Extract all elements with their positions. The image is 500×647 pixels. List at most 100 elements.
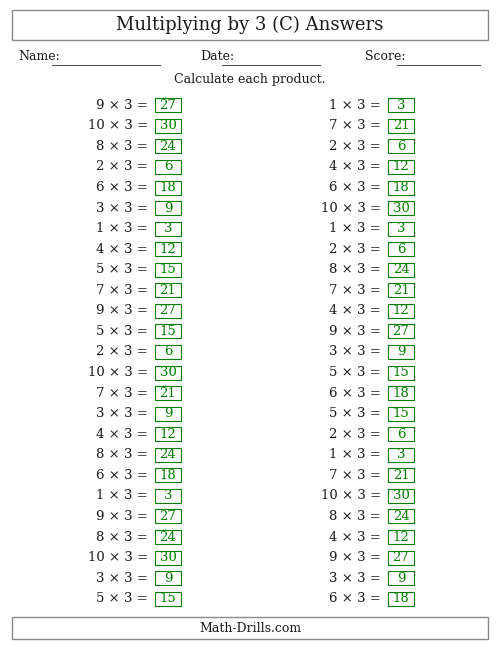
Text: 12: 12: [160, 428, 176, 441]
FancyBboxPatch shape: [388, 201, 414, 215]
Text: 7 × 3 =: 7 × 3 =: [96, 284, 152, 297]
Text: 6: 6: [397, 428, 405, 441]
FancyBboxPatch shape: [155, 201, 181, 215]
Text: 8 × 3 =: 8 × 3 =: [96, 140, 152, 153]
Text: 10 × 3 =: 10 × 3 =: [320, 489, 385, 503]
Text: 30: 30: [392, 202, 409, 215]
FancyBboxPatch shape: [155, 509, 181, 523]
Text: 9: 9: [164, 202, 172, 215]
Text: 1 × 3 =: 1 × 3 =: [329, 222, 385, 235]
Text: 6: 6: [164, 345, 172, 358]
Text: 3 × 3 =: 3 × 3 =: [96, 407, 152, 420]
Text: 27: 27: [160, 99, 176, 112]
Text: 4 × 3 =: 4 × 3 =: [329, 531, 385, 543]
Text: 1 × 3 =: 1 × 3 =: [96, 222, 152, 235]
Text: 5 × 3 =: 5 × 3 =: [329, 366, 385, 379]
FancyBboxPatch shape: [388, 592, 414, 606]
Text: 27: 27: [160, 510, 176, 523]
Text: 6 × 3 =: 6 × 3 =: [329, 387, 385, 400]
FancyBboxPatch shape: [155, 222, 181, 236]
Text: 6: 6: [397, 140, 405, 153]
Text: 24: 24: [160, 448, 176, 461]
Text: 9: 9: [164, 572, 172, 585]
FancyBboxPatch shape: [388, 263, 414, 277]
FancyBboxPatch shape: [388, 407, 414, 421]
FancyBboxPatch shape: [388, 509, 414, 523]
Text: 9: 9: [397, 572, 405, 585]
FancyBboxPatch shape: [388, 304, 414, 318]
Text: 18: 18: [392, 387, 409, 400]
Text: 5 × 3 =: 5 × 3 =: [96, 263, 152, 276]
FancyBboxPatch shape: [388, 283, 414, 298]
FancyBboxPatch shape: [155, 551, 181, 565]
Text: 5 × 3 =: 5 × 3 =: [329, 407, 385, 420]
Text: 3 × 3 =: 3 × 3 =: [329, 345, 385, 358]
Text: 9 × 3 =: 9 × 3 =: [329, 325, 385, 338]
Text: 7 × 3 =: 7 × 3 =: [329, 469, 385, 482]
FancyBboxPatch shape: [155, 283, 181, 298]
FancyBboxPatch shape: [388, 489, 414, 503]
Text: 27: 27: [392, 325, 409, 338]
Text: 8 × 3 =: 8 × 3 =: [329, 263, 385, 276]
Text: Math-Drills.com: Math-Drills.com: [199, 622, 301, 635]
Text: 8 × 3 =: 8 × 3 =: [329, 510, 385, 523]
FancyBboxPatch shape: [155, 468, 181, 483]
FancyBboxPatch shape: [388, 571, 414, 585]
FancyBboxPatch shape: [155, 160, 181, 174]
Text: 3: 3: [397, 99, 405, 112]
Text: 5 × 3 =: 5 × 3 =: [96, 592, 152, 605]
Text: 9 × 3 =: 9 × 3 =: [96, 510, 152, 523]
FancyBboxPatch shape: [12, 617, 488, 639]
Text: 6 × 3 =: 6 × 3 =: [96, 469, 152, 482]
FancyBboxPatch shape: [155, 263, 181, 277]
FancyBboxPatch shape: [388, 366, 414, 380]
Text: 3: 3: [397, 222, 405, 235]
Text: 3 × 3 =: 3 × 3 =: [96, 572, 152, 585]
Text: 30: 30: [392, 489, 409, 503]
FancyBboxPatch shape: [155, 407, 181, 421]
Text: 10 × 3 =: 10 × 3 =: [88, 551, 152, 564]
FancyBboxPatch shape: [155, 571, 181, 585]
Text: 21: 21: [160, 284, 176, 297]
Text: 21: 21: [392, 119, 409, 133]
Text: 4 × 3 =: 4 × 3 =: [96, 243, 152, 256]
Text: 1 × 3 =: 1 × 3 =: [96, 489, 152, 503]
FancyBboxPatch shape: [388, 386, 414, 400]
FancyBboxPatch shape: [388, 427, 414, 441]
Text: 4 × 3 =: 4 × 3 =: [329, 304, 385, 318]
FancyBboxPatch shape: [155, 489, 181, 503]
FancyBboxPatch shape: [388, 98, 414, 113]
Text: 2 × 3 =: 2 × 3 =: [96, 160, 152, 173]
Text: 3 × 3 =: 3 × 3 =: [96, 202, 152, 215]
Text: 2 × 3 =: 2 × 3 =: [329, 140, 385, 153]
FancyBboxPatch shape: [388, 160, 414, 174]
Text: 12: 12: [160, 243, 176, 256]
Text: 15: 15: [160, 592, 176, 605]
Text: 27: 27: [392, 551, 409, 564]
Text: 18: 18: [392, 181, 409, 194]
FancyBboxPatch shape: [388, 530, 414, 544]
FancyBboxPatch shape: [388, 181, 414, 195]
Text: Name:: Name:: [18, 50, 60, 63]
Text: 6: 6: [164, 160, 172, 173]
FancyBboxPatch shape: [155, 448, 181, 462]
Text: 1 × 3 =: 1 × 3 =: [329, 448, 385, 461]
Text: 18: 18: [160, 181, 176, 194]
FancyBboxPatch shape: [155, 386, 181, 400]
FancyBboxPatch shape: [388, 222, 414, 236]
Text: 30: 30: [160, 119, 176, 133]
FancyBboxPatch shape: [155, 98, 181, 113]
Text: 10 × 3 =: 10 × 3 =: [320, 202, 385, 215]
Text: 30: 30: [160, 366, 176, 379]
Text: 9 × 3 =: 9 × 3 =: [96, 304, 152, 318]
FancyBboxPatch shape: [388, 119, 414, 133]
Text: 18: 18: [160, 469, 176, 482]
Text: 6: 6: [397, 243, 405, 256]
Text: 1 × 3 =: 1 × 3 =: [329, 99, 385, 112]
Text: 3: 3: [164, 489, 172, 503]
Text: 21: 21: [160, 387, 176, 400]
Text: 4 × 3 =: 4 × 3 =: [96, 428, 152, 441]
FancyBboxPatch shape: [12, 10, 488, 40]
Text: 4 × 3 =: 4 × 3 =: [329, 160, 385, 173]
Text: 30: 30: [160, 551, 176, 564]
